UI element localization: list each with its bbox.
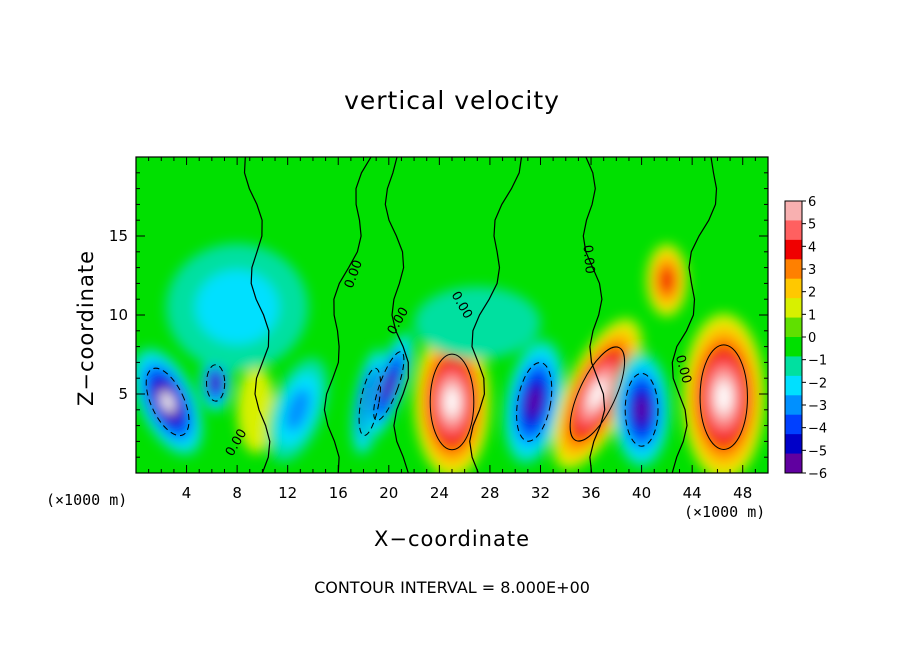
x-tick-label: 28 <box>480 484 499 502</box>
cell-13 <box>414 286 541 360</box>
colorbar-segment <box>785 259 802 280</box>
contour-interval-text: CONTOUR INTERVAL = 8.000E+00 <box>314 578 590 597</box>
x-tick-label: 20 <box>379 484 398 502</box>
contour-line <box>358 367 382 437</box>
contour-line <box>516 362 553 442</box>
contour-line <box>569 346 626 442</box>
x-tick-label: 40 <box>632 484 651 502</box>
x-tick-label: 12 <box>278 484 297 502</box>
contour-line <box>206 364 226 402</box>
colorbar-tick-label: 2 <box>808 286 816 301</box>
cell-8 <box>552 318 643 470</box>
colorbar-segment <box>785 356 802 377</box>
colorbar-segment <box>785 414 802 435</box>
x-unit-label-left: (×1000 m) <box>46 491 128 509</box>
cell-level <box>715 381 732 413</box>
cells-group <box>136 243 765 473</box>
colorbar-tick-label: 3 <box>808 263 816 278</box>
x-tick-label: 44 <box>683 484 702 502</box>
cell-level <box>660 268 674 292</box>
cell-3 <box>267 357 329 462</box>
colorbar-tick-label: 0 <box>808 331 816 346</box>
y-tick-label: 15 <box>109 227 128 245</box>
x-tick-label: 48 <box>733 484 752 502</box>
zero-contour <box>582 157 606 473</box>
contour-line <box>145 367 190 437</box>
zero-contour <box>323 157 372 473</box>
colorbar-segment <box>785 220 802 241</box>
x-tick-label: 36 <box>581 484 600 502</box>
colorbar-segment <box>785 337 802 357</box>
colorbar-tick-label: −4 <box>808 422 827 437</box>
x-unit-label-right: (×1000 m) <box>684 503 766 521</box>
cell-2 <box>237 366 276 454</box>
colorbar-segment <box>785 453 802 474</box>
cell-level <box>444 387 460 417</box>
colorbar-tick-label: −5 <box>808 444 827 459</box>
cell-level <box>383 374 395 399</box>
cell-level <box>195 270 279 345</box>
colorbar-tick-label: −3 <box>808 399 827 414</box>
x-axis-label: X−coordinate <box>374 527 530 551</box>
colorbar-tick-label: 5 <box>808 218 816 233</box>
colorbar: 6 5 4 3 2 1 0 −1 −2 −3 −4 −5 −6 <box>784 195 827 482</box>
y-tick-label: 10 <box>109 306 128 324</box>
colorbar-segment <box>785 434 802 455</box>
x-tick-label: 8 <box>232 484 242 502</box>
colorbar-tick-label: −1 <box>808 354 827 369</box>
contour-line <box>624 372 659 447</box>
colorbar-tick-label: 1 <box>808 308 816 323</box>
colorbar-segment <box>785 395 802 416</box>
chart-title: vertical velocity <box>344 86 560 115</box>
colorbar-tick-label: 4 <box>808 240 816 255</box>
cell-level <box>285 388 311 432</box>
cell-12 <box>166 243 309 371</box>
y-axis-label: Z−coordinate <box>74 250 98 406</box>
cell-level <box>414 286 541 360</box>
cell-level <box>237 366 276 454</box>
zero-contour <box>671 157 718 473</box>
heatmap-field <box>136 157 768 473</box>
zero-contour <box>384 157 409 473</box>
cell-level <box>212 376 220 390</box>
cell-level <box>160 391 175 413</box>
cell-0 <box>136 347 204 456</box>
cell-level <box>635 397 648 423</box>
contour-line <box>699 344 748 450</box>
colorbar-segment <box>785 201 802 221</box>
contour-line <box>373 351 405 421</box>
cell-level <box>588 379 606 409</box>
contour-label: 0.00 <box>672 353 694 385</box>
colorbar-segment <box>785 375 802 396</box>
contour-line <box>429 353 475 451</box>
colorbar-tick-label: 6 <box>808 195 816 210</box>
x-tick-label: 4 <box>182 484 192 502</box>
cell-10 <box>682 313 765 473</box>
colorbar-segment <box>785 317 802 338</box>
x-tick-label: 24 <box>430 484 449 502</box>
colorbar-tick-label: −2 <box>808 376 827 391</box>
cell-level <box>527 388 541 416</box>
x-tick-label: 32 <box>531 484 550 502</box>
colorbar-segment <box>785 278 802 299</box>
zero-contour <box>469 157 523 473</box>
cell-11 <box>646 243 688 317</box>
contour-label: 0.00 <box>579 244 596 274</box>
colorbar-segment <box>785 239 802 260</box>
colorbar-tick-label: −6 <box>808 467 827 482</box>
cell-9 <box>613 351 670 468</box>
colorbar-segment <box>785 298 802 319</box>
x-tick-label: 16 <box>329 484 348 502</box>
y-tick-label: 5 <box>118 385 128 403</box>
zero-contour <box>243 157 271 473</box>
cell-6 <box>414 325 490 473</box>
